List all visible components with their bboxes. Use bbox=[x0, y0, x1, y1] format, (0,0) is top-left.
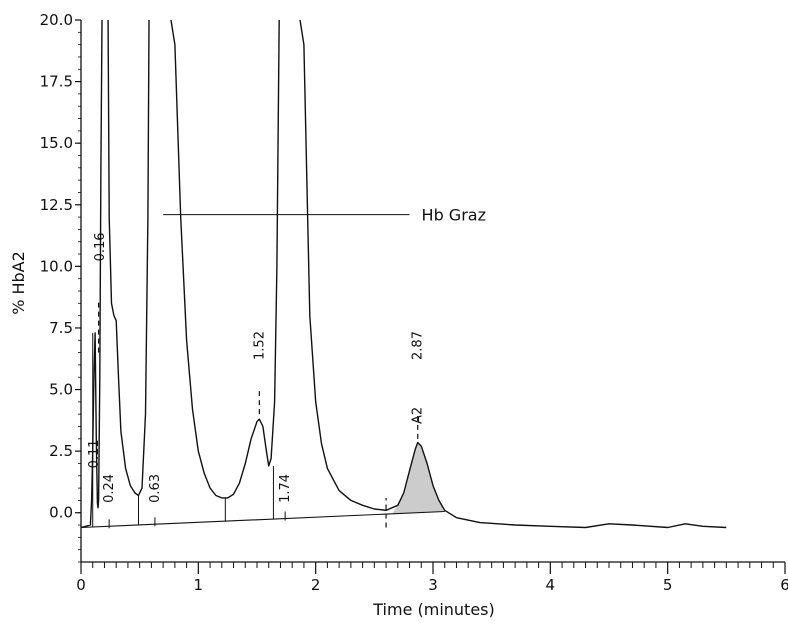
peak-label: 2.87 bbox=[411, 331, 426, 360]
y-tick-label: 17.5 bbox=[40, 73, 73, 91]
x-tick-label: 2 bbox=[311, 576, 321, 594]
peak-label: 0.24 bbox=[102, 474, 117, 503]
trace-layer bbox=[81, 20, 727, 529]
x-axis-title: Time (minutes) bbox=[372, 600, 495, 619]
x-tick-label: 4 bbox=[546, 576, 556, 594]
y-tick-label: 2.5 bbox=[49, 442, 73, 460]
y-tick-label: 12.5 bbox=[40, 196, 73, 214]
y-tick-label: 10.0 bbox=[40, 257, 73, 275]
x-tick-label: 3 bbox=[428, 576, 438, 594]
x-tick-label: 0 bbox=[76, 576, 86, 594]
annotation-label: Hb Graz bbox=[422, 206, 486, 225]
peak-label: 0.63 bbox=[148, 474, 163, 503]
shaded-peak-layer bbox=[391, 442, 445, 514]
peak-label: 0.11 bbox=[87, 439, 102, 468]
y-tick-label: 7.5 bbox=[49, 319, 73, 337]
peak-label: A2 bbox=[411, 407, 426, 424]
peak-label: 1.52 bbox=[252, 331, 267, 360]
x-tick-label: 1 bbox=[194, 576, 204, 594]
labels-layer: 0.11 0.16 0.24 0.63 1.52 1.74 2.87 A2 Hb Graz bbox=[87, 206, 486, 503]
a2-peak-area bbox=[391, 442, 445, 514]
x-tick-label: 6 bbox=[780, 576, 788, 594]
y-tick-label: 5.0 bbox=[49, 381, 73, 399]
y-axis-title: % HbA2 bbox=[9, 251, 28, 315]
x-tick-label: 5 bbox=[663, 576, 673, 594]
y-tick-label: 20.0 bbox=[40, 11, 73, 29]
marks-layer bbox=[80, 300, 445, 529]
y-tick-label: 0.0 bbox=[49, 504, 73, 522]
integration-baseline bbox=[80, 510, 445, 529]
y-tick-label: 15.0 bbox=[40, 134, 73, 152]
axes-layer: 0 1 2 3 4 5 6 0.0 2.5 5.0 7.5 10.0 12.5 15.0 17.5 20.0 bbox=[40, 11, 788, 594]
chromatogram-trace bbox=[81, 20, 727, 529]
peak-label: 0.16 bbox=[93, 232, 108, 261]
peak-label: 1.74 bbox=[278, 474, 293, 503]
